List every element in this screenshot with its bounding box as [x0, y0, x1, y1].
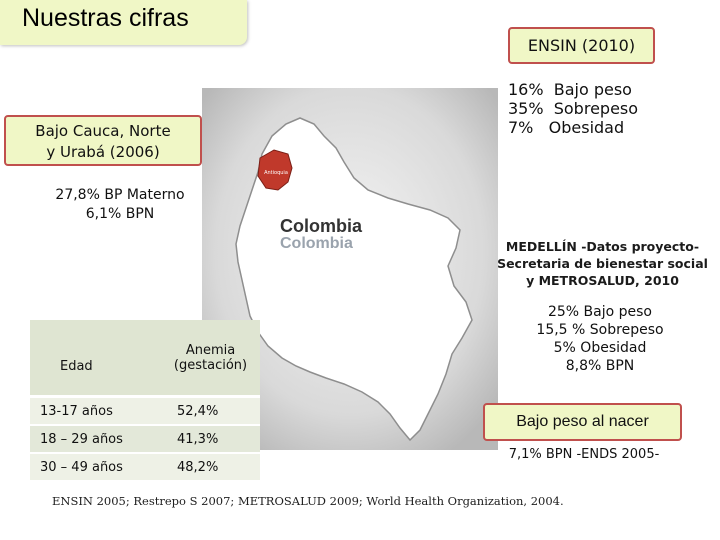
- bp-materno-stat: 27,8% BP Materno: [55, 187, 185, 203]
- table-row: 30 – 49 años 48,2%: [30, 453, 260, 482]
- ensin-stat-bajo-peso: 16% Bajo peso: [508, 80, 632, 99]
- antioquia-region: [257, 149, 293, 191]
- medellin-source: MEDELLÍN -Datos proyecto- Secretaria de …: [490, 238, 715, 289]
- header-anemia-line1: Anemia: [185, 342, 236, 358]
- medellin-stat-obesidad: 5% Obesidad: [553, 340, 647, 356]
- bajo-cauca-label-line2: y Urabá (2006): [46, 143, 160, 161]
- colombia-shape: [235, 117, 473, 442]
- anemia-value-cell: 41,3%: [161, 425, 260, 454]
- antioquia-label: Antioquia: [264, 170, 288, 176]
- ensin-stat-obesidad: 7% Obesidad: [508, 118, 625, 137]
- medellin-stats: 25% Bajo peso 15,5 % Sobrepeso 5% Obesid…: [500, 303, 700, 375]
- age-cell: 30 – 49 años: [30, 453, 161, 482]
- bajo-cauca-label-line1: Bajo Cauca, Norte: [35, 122, 171, 140]
- medellin-line3: y METROSALUD, 2010: [526, 273, 679, 288]
- header-anemia: Anemia (gestación): [161, 320, 260, 398]
- anemia-table: Edad Anemia (gestación) 13-17 años 52,4%…: [30, 320, 260, 482]
- bpn-stat: 6,1% BPN: [85, 206, 155, 222]
- bajo-peso-nacer-label: Bajo peso al nacer: [483, 403, 682, 441]
- anemia-value-cell: 52,4%: [161, 396, 260, 426]
- medellin-line2: Secretaria de bienestar social: [497, 256, 708, 271]
- bajo-cauca-label: Bajo Cauca, Norte y Urabá (2006): [4, 115, 202, 166]
- anemia-value-cell: 48,2%: [161, 453, 260, 482]
- ensin-stat-sobrepeso: 35% Sobrepeso: [508, 99, 639, 118]
- medellin-stat-sobrepeso: 15,5 % Sobrepeso: [536, 322, 664, 338]
- age-cell: 18 – 29 años: [30, 425, 161, 454]
- map-title: Colombia: [280, 216, 363, 236]
- medellin-stat-bpn: 8,8% BPN: [565, 358, 635, 374]
- table-row: 13-17 años 52,4%: [30, 396, 260, 426]
- header-edad: Edad: [30, 320, 161, 398]
- medellin-stat-bajo-peso: 25% Bajo peso: [547, 304, 652, 320]
- ensin-2010-stats: 16% Bajo peso 35% Sobrepeso 7% Obesidad: [508, 80, 638, 137]
- bajo-cauca-stats: 27,8% BP Materno 6,1% BPN: [30, 186, 210, 224]
- anemia-table-header: Edad Anemia (gestación): [30, 320, 260, 398]
- medellin-line1: MEDELLÍN -Datos proyecto-: [505, 239, 700, 254]
- title-banner: Nuestras cifras: [0, 0, 247, 45]
- page-title: Nuestras cifras: [22, 4, 189, 32]
- footer-sources: ENSIN 2005; Restrepo S 2007; METROSALUD …: [52, 494, 564, 508]
- ensin-2010-label: ENSIN (2010): [508, 27, 655, 64]
- ends-stat: 7,1% BPN -ENDS 2005-: [508, 447, 660, 462]
- age-cell: 13-17 años: [30, 396, 161, 426]
- table-row: 18 – 29 años 41,3%: [30, 425, 260, 454]
- map-title-shadow: Colombia: [280, 235, 353, 252]
- header-anemia-line2: (gestación): [173, 357, 248, 373]
